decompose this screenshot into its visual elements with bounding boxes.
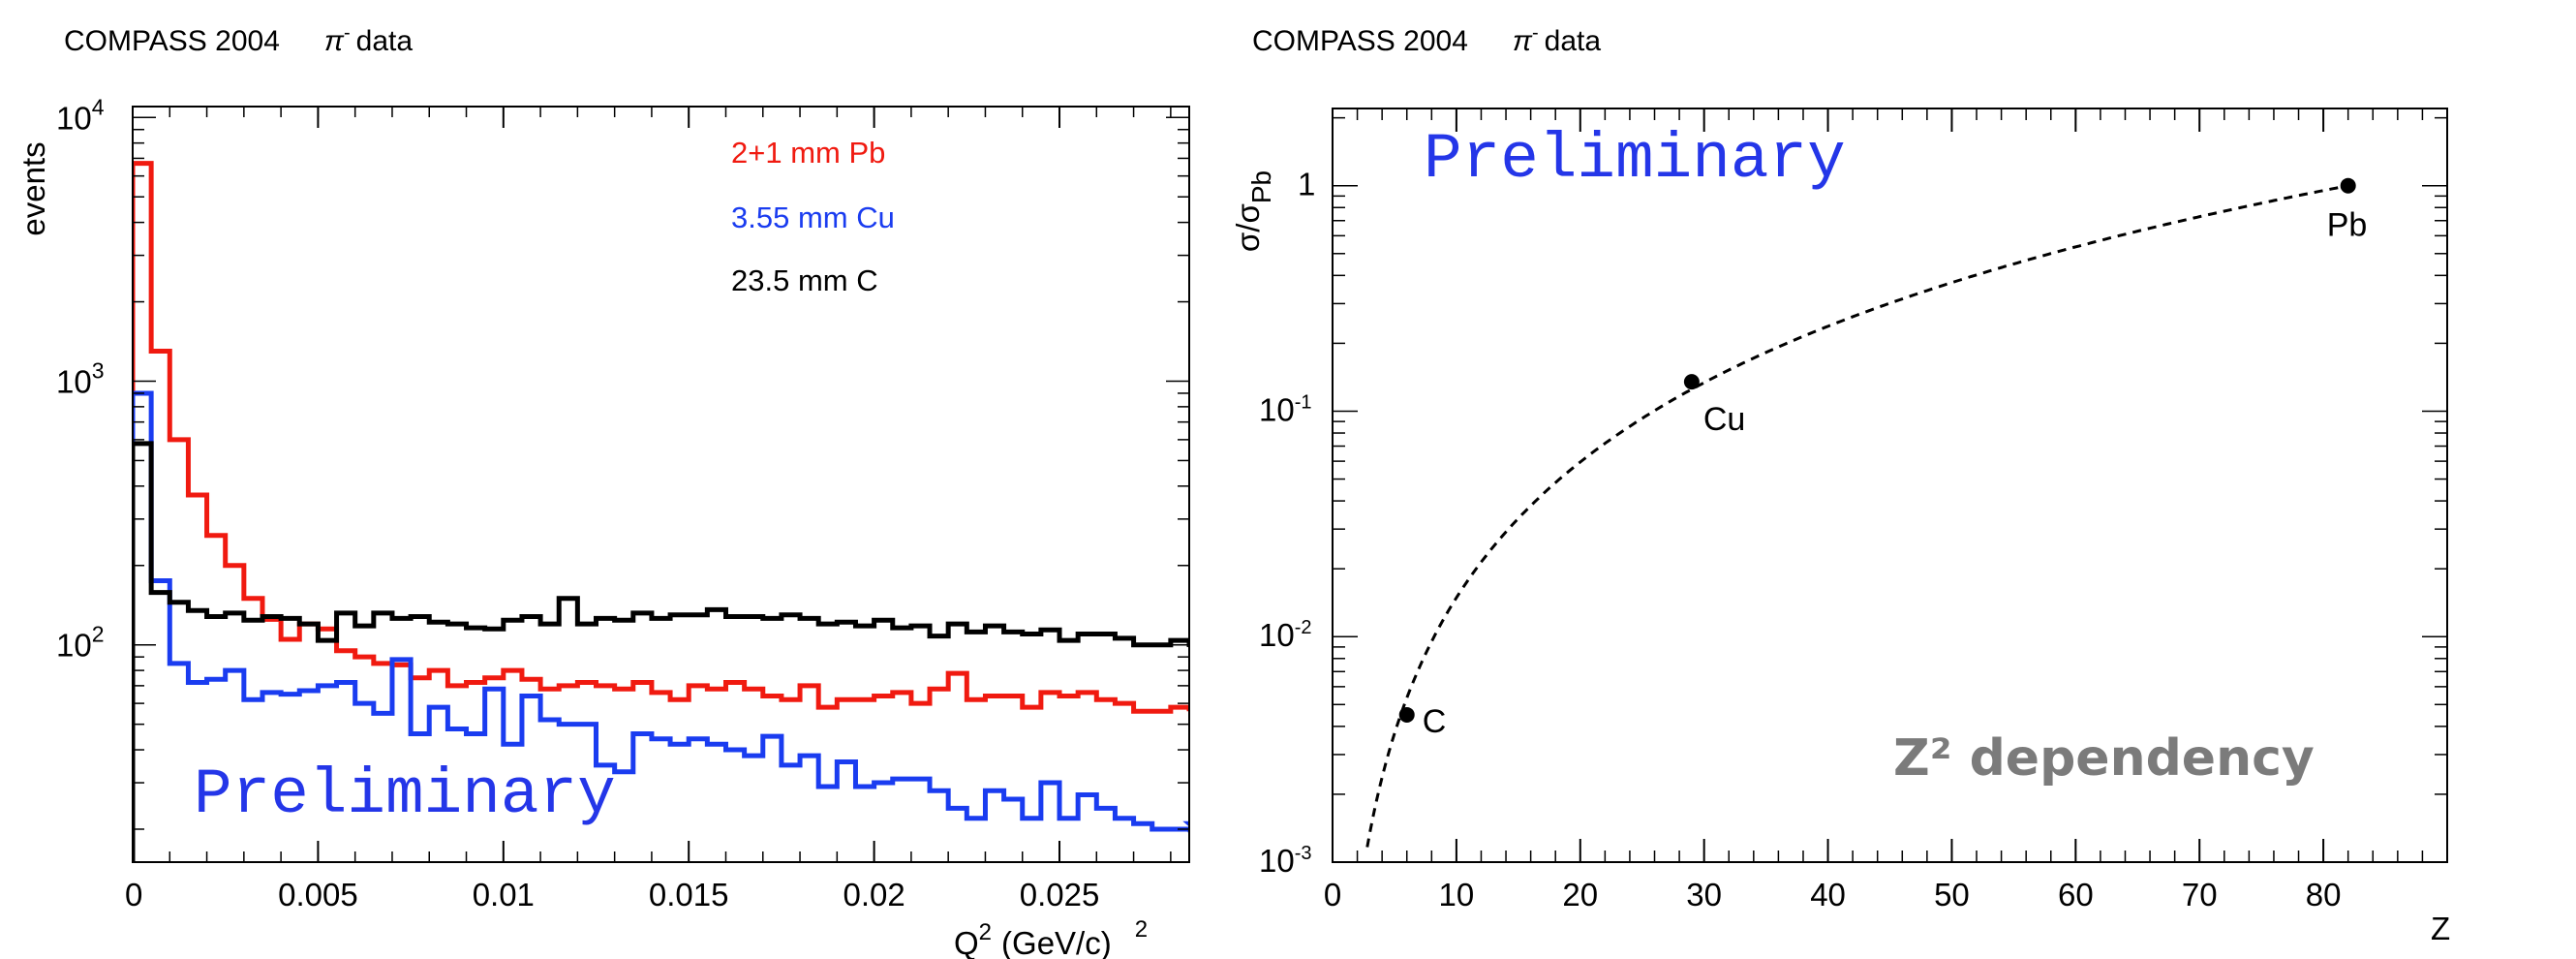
y-axis-label: events [15,141,51,235]
y-tick-exp: -2 [1295,617,1312,638]
data-point [2340,177,2356,194]
legend-entry: 3.55 mm Cu [731,201,895,234]
x-axis-label: Q2 (GeV/c) 2 [954,916,1148,959]
y-tick-label: 103 [56,357,105,399]
right-header-beam: π [1513,25,1533,57]
x-axis-label: Z [2431,911,2450,946]
x-tick-label: 10 [1439,877,1475,913]
x-tick-label: 30 [1686,877,1722,913]
left-header-beam-sup: - [344,22,351,44]
left-header-experiment: COMPASS 2004 [64,25,280,57]
series-line-2 [133,441,1189,862]
x-tick-label: 40 [1810,877,1846,913]
y-tick-base: 10 [1259,843,1295,879]
left-header-suffix: data [356,25,414,57]
y-tick-base: 1 [1298,167,1315,202]
y-tick-exp: 2 [92,622,105,647]
y-tick-label: 104 [56,94,105,136]
events-histogram-chart: COMPASS 2004 π-data 0 0.005 0.01 0.015 0.02 0.0… [15,22,1190,959]
left-header-beam: π [324,25,345,57]
x-tick-label: 0.005 [278,877,358,913]
y-axis-label-main: σ/σ [1230,203,1266,252]
y-tick-base: 10 [56,628,92,664]
data-point [1398,706,1415,723]
right-header-suffix: data [1545,25,1602,57]
y-tick-exp: 4 [92,94,105,119]
y-tick-label: 10-3 [1259,843,1312,879]
x-tick-label: 0.025 [1020,877,1100,913]
z2-dependency-label: Z² dependency [1893,729,2315,788]
x-tick-label: 0 [1324,877,1341,913]
right-plot-frame [1332,108,2448,863]
y-axis-label-sub: Pb [1246,170,1276,203]
data-point-label: Cu [1703,401,1745,438]
left-plot-frame [132,106,1190,863]
y-tick-exp: 3 [92,357,105,383]
legend-entry: 2+1 mm Pb [731,136,885,170]
right-header: COMPASS 2004 π-data [1252,22,1601,57]
x-tick-label: 0 [125,877,142,913]
y-tick-base: 10 [1259,617,1295,653]
data-point [1683,374,1700,390]
x-tick-label: 70 [2182,877,2218,913]
series-line-0 [133,161,1189,862]
y-tick-label: 102 [56,622,105,664]
legend-entry: 23.5 mm C [731,263,878,297]
x-axis-label-var-sup: 2 [979,919,992,945]
right-header-beam-sup: - [1532,22,1539,44]
y-tick-base: 10 [56,363,92,399]
x-axis-label-unit-sup: 2 [1135,916,1148,943]
x-tick-label: 0.02 [843,877,905,913]
x-tick-label: 0.01 [473,877,535,913]
y-tick-base: 10 [56,100,92,136]
x-tick-label: 60 [2058,877,2094,913]
x-tick-label: 20 [1562,877,1598,913]
preliminary-label: Preliminary [194,758,616,831]
y-tick-label: 10-2 [1259,617,1312,653]
x-axis-label-var: Q [954,925,979,959]
fit-curve [1365,184,2349,848]
y-tick-exp: -3 [1295,843,1312,864]
y-tick-label: 10-1 [1259,391,1312,427]
data-point-label: C [1423,703,1447,740]
preliminary-label: Preliminary [1424,123,1846,196]
left-header: COMPASS 2004 π-data [64,22,413,57]
data-point-label: Pb [2327,207,2368,244]
y-axis-label: σ/σPb [1230,170,1276,252]
y-tick-exp: -1 [1295,391,1312,413]
right-header-experiment: COMPASS 2004 [1252,25,1468,57]
x-axis-label-unit: (GeV/c) [1001,925,1112,959]
x-tick-label: 0.015 [649,877,729,913]
y-tick-label: 1 [1298,167,1315,202]
x-tick-label: 50 [1934,877,1970,913]
y-tick-base: 10 [1259,391,1295,427]
x-tick-label: 80 [2306,877,2342,913]
